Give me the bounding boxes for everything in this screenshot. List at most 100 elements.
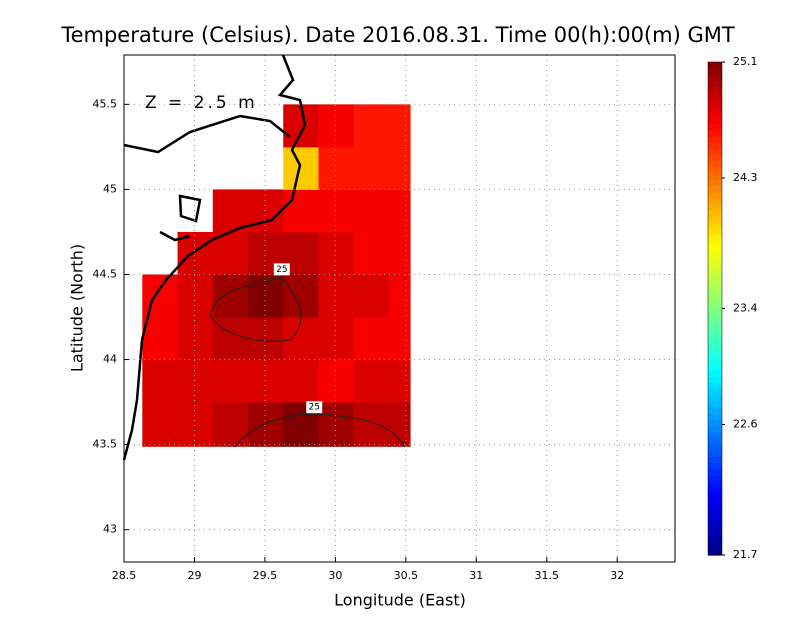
colorbar-segment <box>708 271 722 279</box>
field-cell <box>353 146 390 190</box>
field-cell <box>283 359 319 403</box>
x-tick-label: 31.5 <box>535 569 560 582</box>
field-cell <box>318 146 355 190</box>
colorbar-segment <box>708 240 722 248</box>
field-cell <box>353 317 390 361</box>
colorbar-segment <box>708 296 722 303</box>
colorbar-segment <box>708 413 722 421</box>
colorbar-segment <box>708 117 722 125</box>
colorbar-segment <box>708 98 722 106</box>
colorbar-segment <box>708 142 722 149</box>
y-tick-label: 43 <box>103 523 117 536</box>
field-cell <box>212 317 249 361</box>
contour-label-box <box>306 401 323 414</box>
colorbar-segment <box>708 474 722 482</box>
colorbar-segment <box>708 253 722 260</box>
x-tick-label: 30.5 <box>394 569 419 582</box>
field-cell <box>388 402 411 447</box>
colorbar-segment <box>708 259 722 266</box>
colorbar-segment <box>708 351 722 359</box>
colorbar-segment <box>708 345 722 353</box>
colorbar-segment <box>708 333 722 340</box>
colorbar-segment <box>708 222 722 229</box>
colorbar-segment <box>708 542 722 550</box>
colorbar-segment <box>708 339 722 347</box>
field-cell <box>318 231 355 275</box>
y-tick-label: 45.5 <box>93 97 118 110</box>
field-cell <box>142 317 179 361</box>
colorbar-segment <box>708 511 722 519</box>
field-cell <box>248 402 284 447</box>
field-cell <box>353 231 390 275</box>
colorbar-segment <box>708 105 722 112</box>
colorbar-segment <box>708 450 722 457</box>
colorbar-segment <box>708 265 722 273</box>
colorbar-segment <box>708 179 722 186</box>
colorbar-segment <box>708 283 722 291</box>
field-cell <box>212 231 249 275</box>
colorbar-segment <box>708 302 722 310</box>
colorbar-segment <box>708 160 722 168</box>
field-cell <box>318 359 355 403</box>
contour-line <box>209 277 302 342</box>
field-cell <box>142 359 179 403</box>
colorbar-segment <box>708 111 722 119</box>
coast <box>159 230 191 242</box>
coastline <box>122 54 307 461</box>
colorbar-segment <box>708 80 722 88</box>
field-cell <box>353 274 390 318</box>
colorbar-segment <box>708 68 722 75</box>
colorbar-segment <box>708 314 722 322</box>
field-cell <box>283 274 319 318</box>
colorbar-segment <box>708 493 722 501</box>
colorbar-segment <box>708 172 722 180</box>
field-cell <box>212 189 249 233</box>
field-cell <box>318 317 355 361</box>
contour-line <box>234 413 406 448</box>
colorbar-segment <box>708 129 722 137</box>
contour-label: 25 <box>276 265 287 275</box>
field-cell <box>212 274 249 318</box>
field-cell <box>388 274 411 318</box>
colorbar-segment <box>708 400 722 408</box>
field-cell <box>388 104 411 148</box>
colorbar-segment <box>708 456 722 464</box>
coast <box>122 54 307 461</box>
colorbar-segment <box>708 216 722 223</box>
colorbar-segment <box>708 290 722 297</box>
colorbar-segment <box>708 320 722 328</box>
colorbar-segment <box>708 388 722 396</box>
colorbar-segment <box>708 277 722 285</box>
x-tick-label: 29.5 <box>253 569 278 582</box>
field-cell <box>353 359 390 403</box>
x-tick-label: 32 <box>610 569 624 582</box>
colorbar-tick-label: 22.6 <box>733 418 758 431</box>
field-cell <box>283 317 319 361</box>
field-cell <box>177 402 214 447</box>
field-cell <box>212 359 249 403</box>
field-cell <box>353 189 390 233</box>
colorbar-tick-label: 24.3 <box>733 171 758 184</box>
colorbar-tick-label: 23.4 <box>733 302 758 315</box>
colorbar-segment <box>708 228 722 236</box>
contours <box>209 277 406 448</box>
field-cell <box>177 359 214 403</box>
colorbar-segment <box>708 148 722 156</box>
colorbar-segment <box>708 185 722 193</box>
colorbar-segment <box>708 530 722 538</box>
colorbar-tick-label: 21.7 <box>733 548 758 561</box>
colorbar-segment <box>708 203 722 211</box>
x-tick-label: 29 <box>187 569 201 582</box>
colorbar-segment <box>708 135 722 143</box>
field-cell <box>283 146 319 190</box>
y-tick-label: 44 <box>103 353 117 366</box>
colorbar-segment <box>708 524 722 531</box>
field-cell <box>388 359 411 403</box>
colorbar-segment <box>708 308 722 316</box>
island <box>178 194 202 223</box>
colorbar-segment <box>708 246 722 254</box>
colorbar-segment <box>708 326 722 334</box>
y-tick-label: 44.5 <box>93 267 118 280</box>
colorbar-segment <box>708 191 722 199</box>
colorbar-segment <box>708 166 722 174</box>
